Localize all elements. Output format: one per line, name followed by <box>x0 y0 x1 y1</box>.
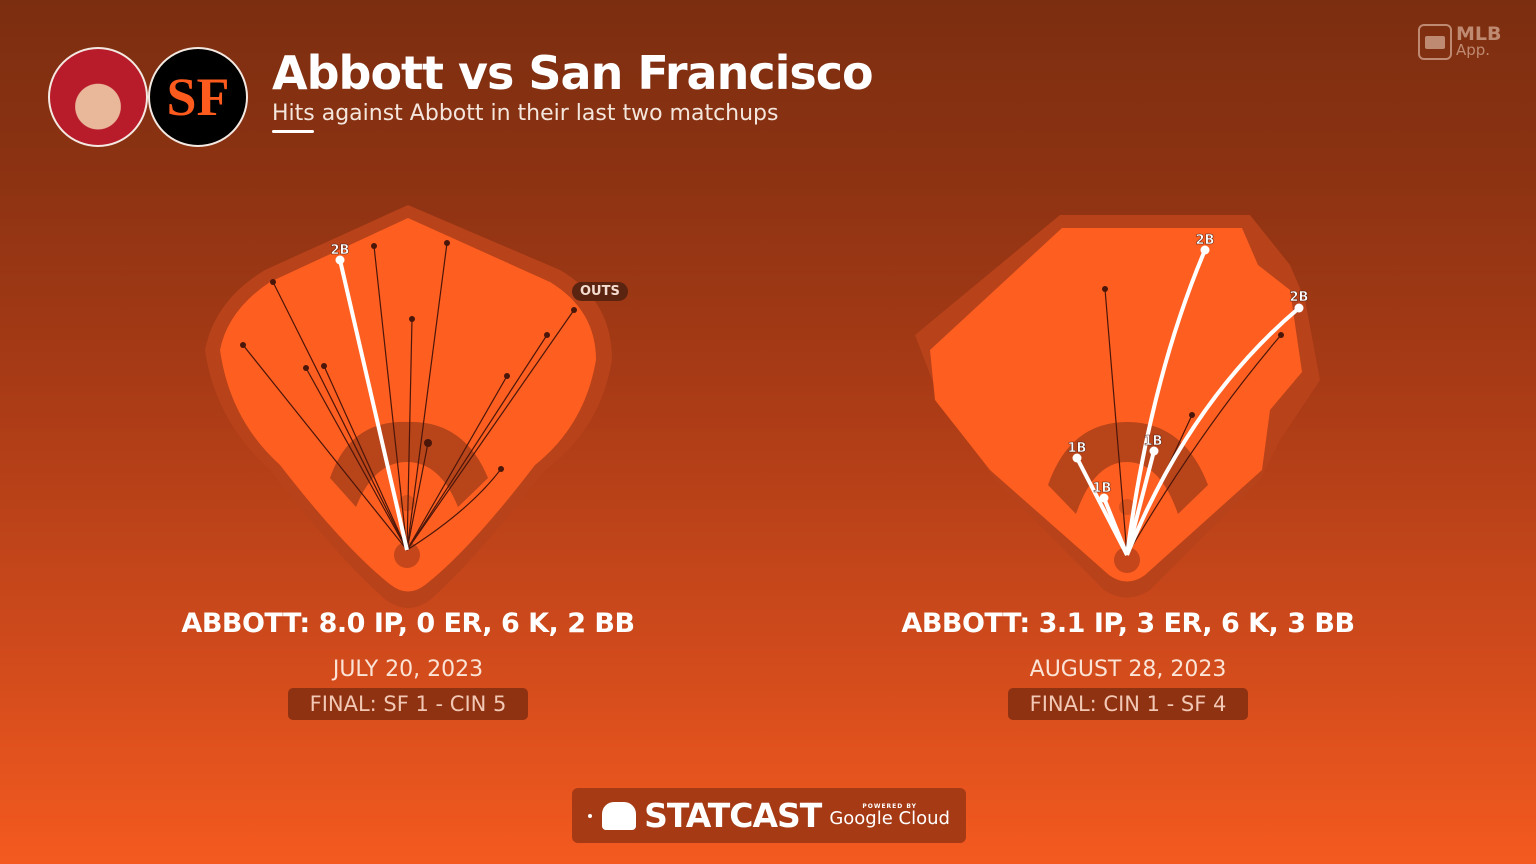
google-cloud-label: Google Cloud <box>829 807 950 829</box>
statcast-footer-logo: STATCAST POWERED BY Google Cloud <box>572 788 966 843</box>
subtitle-underline <box>272 130 314 133</box>
brand-line1: MLB <box>1456 23 1502 45</box>
player-avatar <box>48 47 148 147</box>
svg-text:2B: 2B <box>331 243 350 258</box>
page-title: Abbott vs San Francisco <box>272 46 874 100</box>
statcast-wordmark: STATCAST <box>644 796 822 835</box>
dot-icon <box>588 813 593 818</box>
page-subtitle: Hits against Abbott in their last two ma… <box>272 101 779 126</box>
game-2-final-score: FINAL: CIN 1 - SF 4 <box>1008 688 1248 720</box>
mlb-app-logo: MLB App. <box>1418 24 1502 60</box>
spray-chart-game-1: 2B <box>205 205 612 608</box>
outs-legend-badge: OUTS <box>572 282 628 301</box>
sf-logo-icon: SF <box>166 67 229 127</box>
mlb-batter-icon <box>602 801 637 830</box>
game-2-date: AUGUST 28, 2023 <box>1029 657 1227 682</box>
brand-line2: App. <box>1456 41 1491 59</box>
svg-text:1B: 1B <box>1093 481 1112 496</box>
svg-text:1B: 1B <box>1144 434 1163 449</box>
mlb-logo-icon <box>1418 24 1452 60</box>
game-2-stats: ABBOTT: 3.1 IP, 3 ER, 6 K, 3 BB <box>901 608 1355 639</box>
spray-chart-game-2: 2B 2B 1B 1B 1B <box>915 215 1320 598</box>
svg-text:SF: SF <box>166 67 229 127</box>
game-1-date: JULY 20, 2023 <box>332 657 484 682</box>
svg-text:1B: 1B <box>1068 441 1087 456</box>
giants-logo: SF <box>148 47 248 147</box>
game-1-final-score: FINAL: SF 1 - CIN 5 <box>288 688 528 720</box>
game-1-stats: ABBOTT: 8.0 IP, 0 ER, 6 K, 2 BB <box>181 608 635 639</box>
svg-text:2B: 2B <box>1196 233 1215 248</box>
svg-text:2B: 2B <box>1290 290 1309 305</box>
powered-by-label: POWERED BY <box>862 802 917 810</box>
